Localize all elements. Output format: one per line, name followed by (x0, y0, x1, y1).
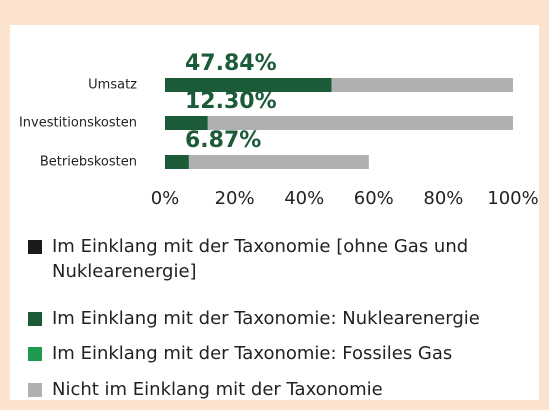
x-tick-label: 0% (151, 188, 180, 209)
bar-segment (165, 155, 189, 169)
category-label: Investitionskosten (19, 116, 137, 131)
bar-segment (188, 155, 369, 169)
bar-segment (207, 116, 513, 130)
legend-swatch (28, 347, 42, 361)
legend-item: Im Einklang mit der Taxonomie [ohne Gas … (28, 234, 528, 284)
legend-label: Nicht im Einklang mit der Taxonomie (52, 379, 383, 400)
value-label: 47.84% (185, 51, 277, 76)
bar-segment (165, 116, 208, 130)
value-label: 6.87% (185, 128, 261, 153)
legend-label: Im Einklang mit der Taxonomie: Fossiles … (52, 343, 453, 364)
legend-item: Im Einklang mit der Taxonomie: Fossiles … (28, 341, 528, 366)
x-tick-label: 80% (423, 188, 463, 209)
legend-swatch (28, 240, 42, 254)
bar-segment (165, 78, 332, 92)
legend-item: Im Einklang mit der Taxonomie: Nuklearen… (28, 306, 528, 331)
x-tick-label: 100% (487, 188, 538, 209)
category-label: Umsatz (88, 78, 137, 93)
legend-item: Nicht im Einklang mit der Taxonomie (28, 377, 528, 402)
x-tick-label: 40% (284, 188, 324, 209)
legend-swatch (28, 312, 42, 326)
category-label: Betriebskosten (40, 155, 137, 170)
x-tick-label: 60% (354, 188, 394, 209)
legend-label: Im Einklang mit der Taxonomie [ohne Gas … (52, 236, 469, 282)
x-tick-label: 20% (215, 188, 255, 209)
value-label: 12.30% (185, 89, 277, 114)
bar-segment (331, 78, 513, 92)
legend-label: Im Einklang mit der Taxonomie: Nuklearen… (52, 308, 480, 329)
legend-swatch (28, 383, 42, 397)
